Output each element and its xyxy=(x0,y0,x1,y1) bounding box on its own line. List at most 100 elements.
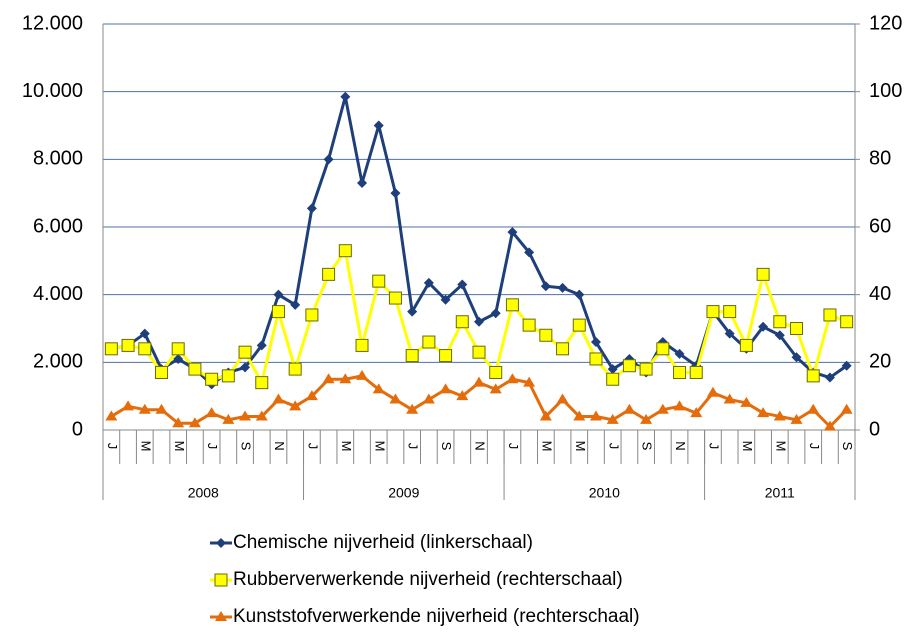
data-point xyxy=(188,362,202,376)
series-line xyxy=(111,95,848,386)
data-point xyxy=(338,244,352,258)
data-point xyxy=(823,308,837,322)
data-point xyxy=(539,410,552,421)
data-point xyxy=(339,373,352,384)
data-point xyxy=(756,267,770,281)
data-point xyxy=(523,376,536,387)
x-tick-label: S xyxy=(640,442,655,451)
data-point xyxy=(455,315,469,329)
data-point xyxy=(407,306,418,317)
x-tick-label: J xyxy=(606,443,621,450)
data-point xyxy=(522,318,536,332)
data-point xyxy=(623,403,636,414)
data-point xyxy=(239,410,252,421)
data-point xyxy=(739,338,753,352)
data-point xyxy=(439,349,453,363)
data-point xyxy=(606,372,620,386)
data-point xyxy=(606,413,619,424)
data-point xyxy=(439,383,452,394)
data-point xyxy=(172,417,185,428)
x-tick-label: J xyxy=(205,443,220,450)
data-point xyxy=(104,342,118,356)
data-point xyxy=(774,330,785,341)
data-point xyxy=(689,365,703,379)
data-point xyxy=(340,91,351,102)
y-tick-label: 2.000 xyxy=(33,351,83,373)
y-tick-label: 6.000 xyxy=(33,215,83,237)
data-point xyxy=(807,403,820,414)
data-point xyxy=(573,410,586,421)
data-point xyxy=(724,328,735,339)
data-point xyxy=(557,282,568,293)
data-point xyxy=(388,291,402,305)
data-point xyxy=(273,289,284,300)
x-tick-label: J xyxy=(305,443,320,450)
data-point xyxy=(272,393,285,404)
data-point xyxy=(656,403,669,414)
data-point xyxy=(472,345,486,359)
data-point xyxy=(214,573,228,587)
data-point xyxy=(305,390,318,401)
data-point xyxy=(791,352,802,363)
x-tick-label: J xyxy=(807,443,822,450)
data-point xyxy=(572,318,586,332)
data-point xyxy=(405,349,419,363)
data-point xyxy=(489,365,503,379)
legend-label: Rubberverwerkende nijverheid (rechtersch… xyxy=(233,569,623,590)
data-point xyxy=(221,369,235,383)
group-label: 2008 xyxy=(188,485,219,501)
data-point xyxy=(355,338,369,352)
data-point xyxy=(574,289,585,300)
data-point xyxy=(740,396,753,407)
data-point xyxy=(306,203,317,214)
data-point xyxy=(173,353,184,364)
data-point xyxy=(790,322,804,335)
y2-tick-label: 0 xyxy=(869,418,880,440)
y-tick-label: 0 xyxy=(72,418,83,440)
data-point xyxy=(524,247,535,258)
y-tick-label: 8.000 xyxy=(33,148,83,170)
data-point xyxy=(423,277,434,288)
data-point xyxy=(372,274,386,288)
data-point xyxy=(240,362,251,373)
data-point xyxy=(673,365,687,379)
data-point xyxy=(271,305,285,319)
data-point xyxy=(540,281,551,292)
data-point xyxy=(773,410,786,421)
data-point xyxy=(790,413,803,424)
data-point xyxy=(757,407,770,418)
y2-tick-label: 40 xyxy=(869,283,891,305)
data-point xyxy=(216,538,226,548)
data-point xyxy=(723,305,737,319)
data-point xyxy=(673,400,686,411)
data-point xyxy=(589,352,603,366)
data-point xyxy=(590,337,601,348)
x-tick-label: S xyxy=(439,442,454,451)
data-point xyxy=(222,413,235,424)
data-point xyxy=(474,316,484,327)
data-point xyxy=(506,373,519,384)
x-tick-label: J xyxy=(406,443,421,450)
data-point xyxy=(556,393,569,404)
data-point xyxy=(505,298,519,312)
data-point xyxy=(824,372,835,383)
data-point xyxy=(154,365,168,379)
data-point xyxy=(138,342,152,356)
data-point xyxy=(121,338,135,352)
data-point xyxy=(406,403,419,414)
y2-tick-label: 120 xyxy=(869,12,902,34)
data-point xyxy=(841,360,852,371)
data-point xyxy=(188,417,201,428)
data-point xyxy=(288,362,302,376)
data-point xyxy=(255,410,268,421)
x-tick-label: M xyxy=(172,441,187,452)
data-point xyxy=(373,120,384,131)
data-point xyxy=(440,294,451,305)
data-point xyxy=(215,611,227,621)
data-point xyxy=(489,383,502,394)
x-tick-label: M xyxy=(573,441,588,452)
x-tick-label: N xyxy=(272,441,287,450)
data-point xyxy=(607,364,618,375)
data-point xyxy=(422,393,435,404)
